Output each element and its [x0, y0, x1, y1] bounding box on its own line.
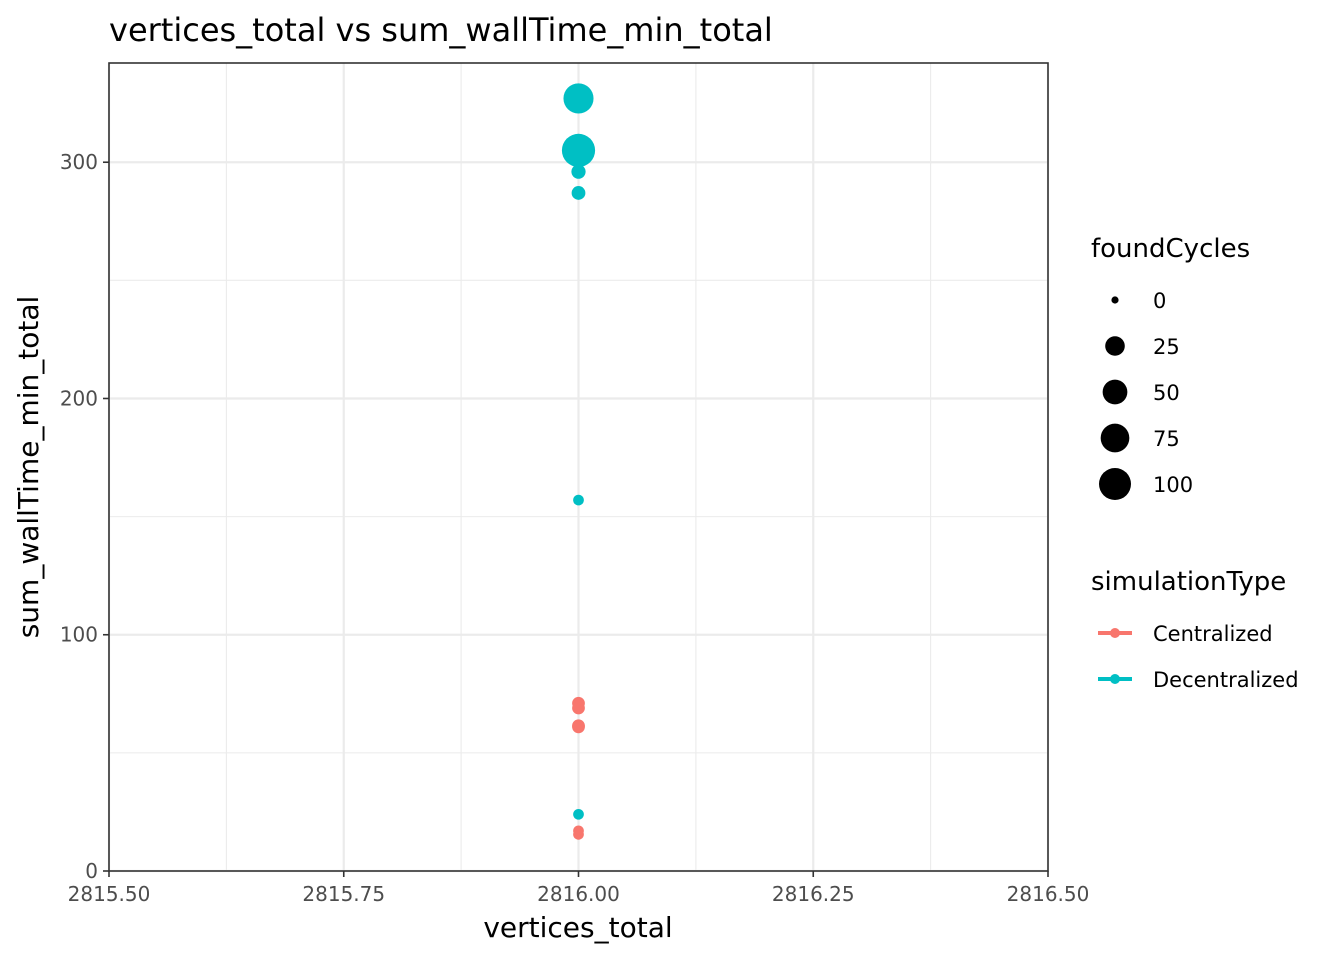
data-point: [572, 701, 585, 715]
y-tick-label: 200: [60, 386, 98, 410]
y-tick-label: 300: [60, 150, 98, 174]
data-point: [563, 83, 594, 114]
plot-area: [107, 62, 1050, 873]
size-legend-label: 75: [1153, 427, 1180, 451]
color-legend-title: simulationType: [1091, 567, 1286, 597]
data-point: [573, 808, 584, 820]
size-legend: foundCycles 0 25 50 75 100: [1091, 234, 1250, 500]
x-tick-label: 2815.75: [302, 882, 385, 906]
size-legend-label: 25: [1153, 335, 1180, 359]
size-legend-key: [1100, 423, 1130, 453]
size-legend-key: [1099, 468, 1131, 500]
x-tick-label: 2815.50: [68, 882, 151, 906]
x-axis-title: vertices_total: [483, 911, 672, 944]
data-point: [573, 494, 584, 506]
x-axis: 2815.50 2815.75 2816.00 2816.25 2816.50: [68, 871, 1090, 906]
size-legend-title: foundCycles: [1091, 234, 1250, 264]
chart-title: vertices_total vs sum_wallTime_min_total: [109, 11, 773, 49]
color-legend: simulationType Centralized Decentralized: [1091, 567, 1299, 692]
color-legend-label: Centralized: [1153, 622, 1273, 646]
data-point: [561, 133, 596, 168]
y-axis: 0 100 200 300: [60, 150, 109, 883]
size-legend-key: [1105, 336, 1125, 356]
x-tick-label: 2816.00: [537, 882, 620, 906]
y-tick-label: 0: [85, 859, 98, 883]
size-legend-label: 100: [1153, 473, 1193, 497]
size-legend-label: 0: [1153, 289, 1166, 313]
y-axis-title: sum_wallTime_min_total: [12, 296, 45, 639]
y-tick-label: 100: [60, 623, 98, 647]
size-legend-label: 50: [1153, 381, 1180, 405]
data-point: [572, 720, 585, 734]
data-point: [571, 164, 586, 179]
size-legend-key: [1111, 296, 1119, 304]
color-legend-key: [1110, 628, 1120, 638]
color-legend-key: [1110, 674, 1120, 684]
data-point: [573, 829, 584, 840]
data-point: [571, 186, 586, 200]
data-points: [561, 83, 596, 840]
x-tick-label: 2816.50: [1007, 882, 1090, 906]
size-legend-key: [1102, 379, 1128, 405]
color-legend-label: Decentralized: [1153, 668, 1299, 692]
x-tick-label: 2816.25: [772, 882, 855, 906]
